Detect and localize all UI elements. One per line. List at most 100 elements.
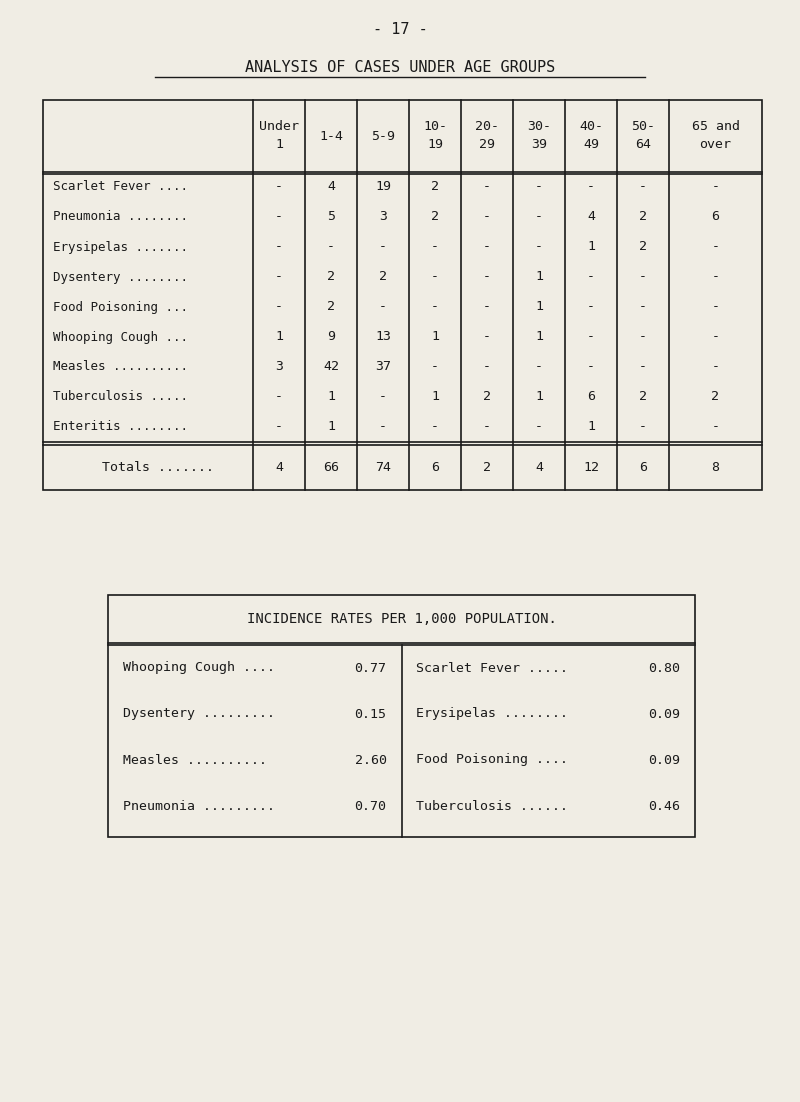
Text: 12: 12	[583, 461, 599, 474]
Text: -: -	[483, 210, 491, 224]
Text: 9: 9	[327, 331, 335, 344]
Text: 1: 1	[327, 421, 335, 433]
Text: 74: 74	[375, 461, 391, 474]
Text: 2: 2	[483, 461, 491, 474]
Text: -: -	[483, 360, 491, 374]
Text: -: -	[587, 270, 595, 283]
Text: -: -	[711, 270, 719, 283]
Text: Measles ..........: Measles ..........	[123, 754, 267, 767]
Text: -: -	[379, 421, 387, 433]
Text: -: -	[711, 181, 719, 194]
Text: -: -	[431, 240, 439, 253]
Text: 6: 6	[431, 461, 439, 474]
Text: 4: 4	[535, 461, 543, 474]
Text: -: -	[431, 360, 439, 374]
Text: Dysentery ........: Dysentery ........	[53, 270, 188, 283]
Text: -: -	[379, 390, 387, 403]
Text: -: -	[711, 240, 719, 253]
Text: -: -	[483, 331, 491, 344]
Text: Food Poisoning ...: Food Poisoning ...	[53, 301, 188, 313]
Text: 1: 1	[431, 331, 439, 344]
Text: -: -	[275, 421, 283, 433]
Text: 1: 1	[535, 331, 543, 344]
Text: -: -	[639, 270, 647, 283]
Text: 4: 4	[587, 210, 595, 224]
Text: 5: 5	[327, 210, 335, 224]
Text: Totals .......: Totals .......	[102, 461, 214, 474]
Text: -: -	[535, 360, 543, 374]
Text: INCIDENCE RATES PER 1,000 POPULATION.: INCIDENCE RATES PER 1,000 POPULATION.	[246, 612, 557, 626]
Text: 37: 37	[375, 360, 391, 374]
Bar	[43, 100, 762, 490]
Text: 5-9: 5-9	[371, 130, 395, 142]
Text: 40-: 40-	[579, 120, 603, 133]
Text: -: -	[275, 390, 283, 403]
Text: Enteritis ........: Enteritis ........	[53, 421, 188, 433]
Text: Pneumonia ........: Pneumonia ........	[53, 210, 188, 224]
Text: 4: 4	[327, 181, 335, 194]
Text: 0.70: 0.70	[354, 799, 386, 812]
Text: 29: 29	[479, 139, 495, 151]
Text: 2: 2	[327, 301, 335, 313]
Text: -: -	[711, 421, 719, 433]
Text: 64: 64	[635, 139, 651, 151]
Text: -: -	[431, 421, 439, 433]
Text: 6: 6	[711, 210, 719, 224]
Text: 10-: 10-	[423, 120, 447, 133]
Text: 66: 66	[323, 461, 339, 474]
Text: -: -	[535, 210, 543, 224]
Text: 2: 2	[711, 390, 719, 403]
Text: -: -	[639, 360, 647, 374]
Text: Dysentery .........: Dysentery .........	[123, 707, 275, 721]
Text: -: -	[431, 301, 439, 313]
Text: 0.15: 0.15	[354, 707, 386, 721]
Text: 6: 6	[587, 390, 595, 403]
Text: -: -	[587, 181, 595, 194]
Text: -: -	[275, 240, 283, 253]
Text: over: over	[699, 139, 731, 151]
Text: Erysipelas .......: Erysipelas .......	[53, 240, 188, 253]
Text: -: -	[535, 181, 543, 194]
Text: 50-: 50-	[631, 120, 655, 133]
Text: -: -	[379, 301, 387, 313]
Text: 1: 1	[327, 390, 335, 403]
Text: Tuberculosis .....: Tuberculosis .....	[53, 390, 188, 403]
Text: 3: 3	[379, 210, 387, 224]
Text: 42: 42	[323, 360, 339, 374]
Text: 39: 39	[531, 139, 547, 151]
Text: 4: 4	[275, 461, 283, 474]
Text: -: -	[639, 181, 647, 194]
Text: 2: 2	[639, 210, 647, 224]
Text: -: -	[639, 421, 647, 433]
Text: 2: 2	[639, 240, 647, 253]
Text: 2.60: 2.60	[354, 754, 386, 767]
Text: -: -	[711, 360, 719, 374]
Text: 13: 13	[375, 331, 391, 344]
Text: -: -	[535, 240, 543, 253]
Text: Erysipelas ........: Erysipelas ........	[417, 707, 569, 721]
Text: 1: 1	[587, 421, 595, 433]
Text: -: -	[379, 240, 387, 253]
Text: -: -	[275, 270, 283, 283]
Text: 1: 1	[535, 270, 543, 283]
Text: 0.77: 0.77	[354, 661, 386, 674]
Text: -: -	[275, 181, 283, 194]
Text: -: -	[711, 331, 719, 344]
Text: 19: 19	[427, 139, 443, 151]
Text: 1: 1	[275, 331, 283, 344]
Text: 6: 6	[639, 461, 647, 474]
Text: Under: Under	[259, 120, 299, 133]
Text: -: -	[483, 240, 491, 253]
Text: 3: 3	[275, 360, 283, 374]
Text: 65 and: 65 and	[691, 120, 739, 133]
Text: Scarlet Fever ....: Scarlet Fever ....	[53, 181, 188, 194]
Text: -: -	[327, 240, 335, 253]
Text: 20-: 20-	[475, 120, 499, 133]
Text: 2: 2	[327, 270, 335, 283]
Text: 2: 2	[379, 270, 387, 283]
Text: 30-: 30-	[527, 120, 551, 133]
Text: Whooping Cough ...: Whooping Cough ...	[53, 331, 188, 344]
Text: -: -	[275, 301, 283, 313]
Text: Food Poisoning ....: Food Poisoning ....	[417, 754, 569, 767]
Text: 0.80: 0.80	[648, 661, 680, 674]
